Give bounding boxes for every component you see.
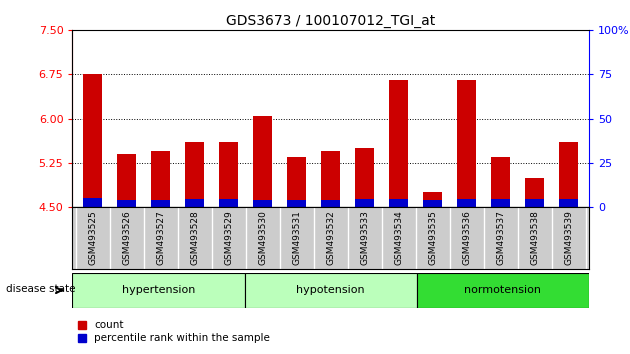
Text: GSM493530: GSM493530 — [258, 210, 267, 265]
Text: GSM493533: GSM493533 — [360, 210, 369, 265]
Bar — [244, 273, 417, 308]
Bar — [525, 199, 544, 207]
Bar — [491, 199, 510, 207]
Bar — [457, 199, 476, 207]
Text: GSM493525: GSM493525 — [88, 210, 98, 265]
Bar — [151, 151, 170, 207]
Text: GSM493537: GSM493537 — [496, 210, 505, 265]
Bar — [84, 198, 102, 207]
Bar — [559, 142, 578, 207]
Title: GDS3673 / 100107012_TGI_at: GDS3673 / 100107012_TGI_at — [226, 14, 435, 28]
Text: GSM493536: GSM493536 — [462, 210, 471, 265]
Text: GSM493527: GSM493527 — [156, 210, 165, 265]
Bar — [389, 199, 408, 207]
Bar — [185, 142, 204, 207]
Text: disease state: disease state — [6, 284, 76, 293]
Text: GSM493538: GSM493538 — [530, 210, 539, 265]
Text: hypotension: hypotension — [297, 285, 365, 295]
Bar — [355, 199, 374, 207]
Bar — [491, 157, 510, 207]
Bar — [525, 178, 544, 207]
Bar — [117, 200, 136, 207]
Bar — [253, 116, 272, 207]
Legend: count, percentile rank within the sample: count, percentile rank within the sample — [77, 320, 270, 343]
Bar — [287, 200, 306, 207]
Bar — [423, 192, 442, 207]
Text: GSM493528: GSM493528 — [190, 210, 199, 265]
Text: GSM493534: GSM493534 — [394, 210, 403, 265]
Bar — [417, 273, 589, 308]
Bar — [559, 199, 578, 207]
Text: GSM493539: GSM493539 — [564, 210, 573, 265]
Text: GSM493532: GSM493532 — [326, 210, 335, 265]
Bar — [253, 200, 272, 207]
Bar — [219, 142, 238, 207]
Bar — [185, 199, 204, 207]
Bar — [355, 148, 374, 207]
Text: GSM493531: GSM493531 — [292, 210, 301, 265]
Bar — [151, 200, 170, 207]
Text: GSM493535: GSM493535 — [428, 210, 437, 265]
Bar — [423, 200, 442, 207]
Bar — [219, 199, 238, 207]
Bar — [321, 200, 340, 207]
Text: GSM493526: GSM493526 — [122, 210, 131, 265]
Text: hypertension: hypertension — [122, 285, 195, 295]
Bar — [72, 273, 244, 308]
Bar — [117, 154, 136, 207]
Bar — [321, 151, 340, 207]
Text: GSM493529: GSM493529 — [224, 210, 233, 265]
Bar — [389, 80, 408, 207]
Bar — [287, 157, 306, 207]
Text: normotension: normotension — [464, 285, 541, 295]
Bar — [84, 74, 102, 207]
Bar — [457, 80, 476, 207]
